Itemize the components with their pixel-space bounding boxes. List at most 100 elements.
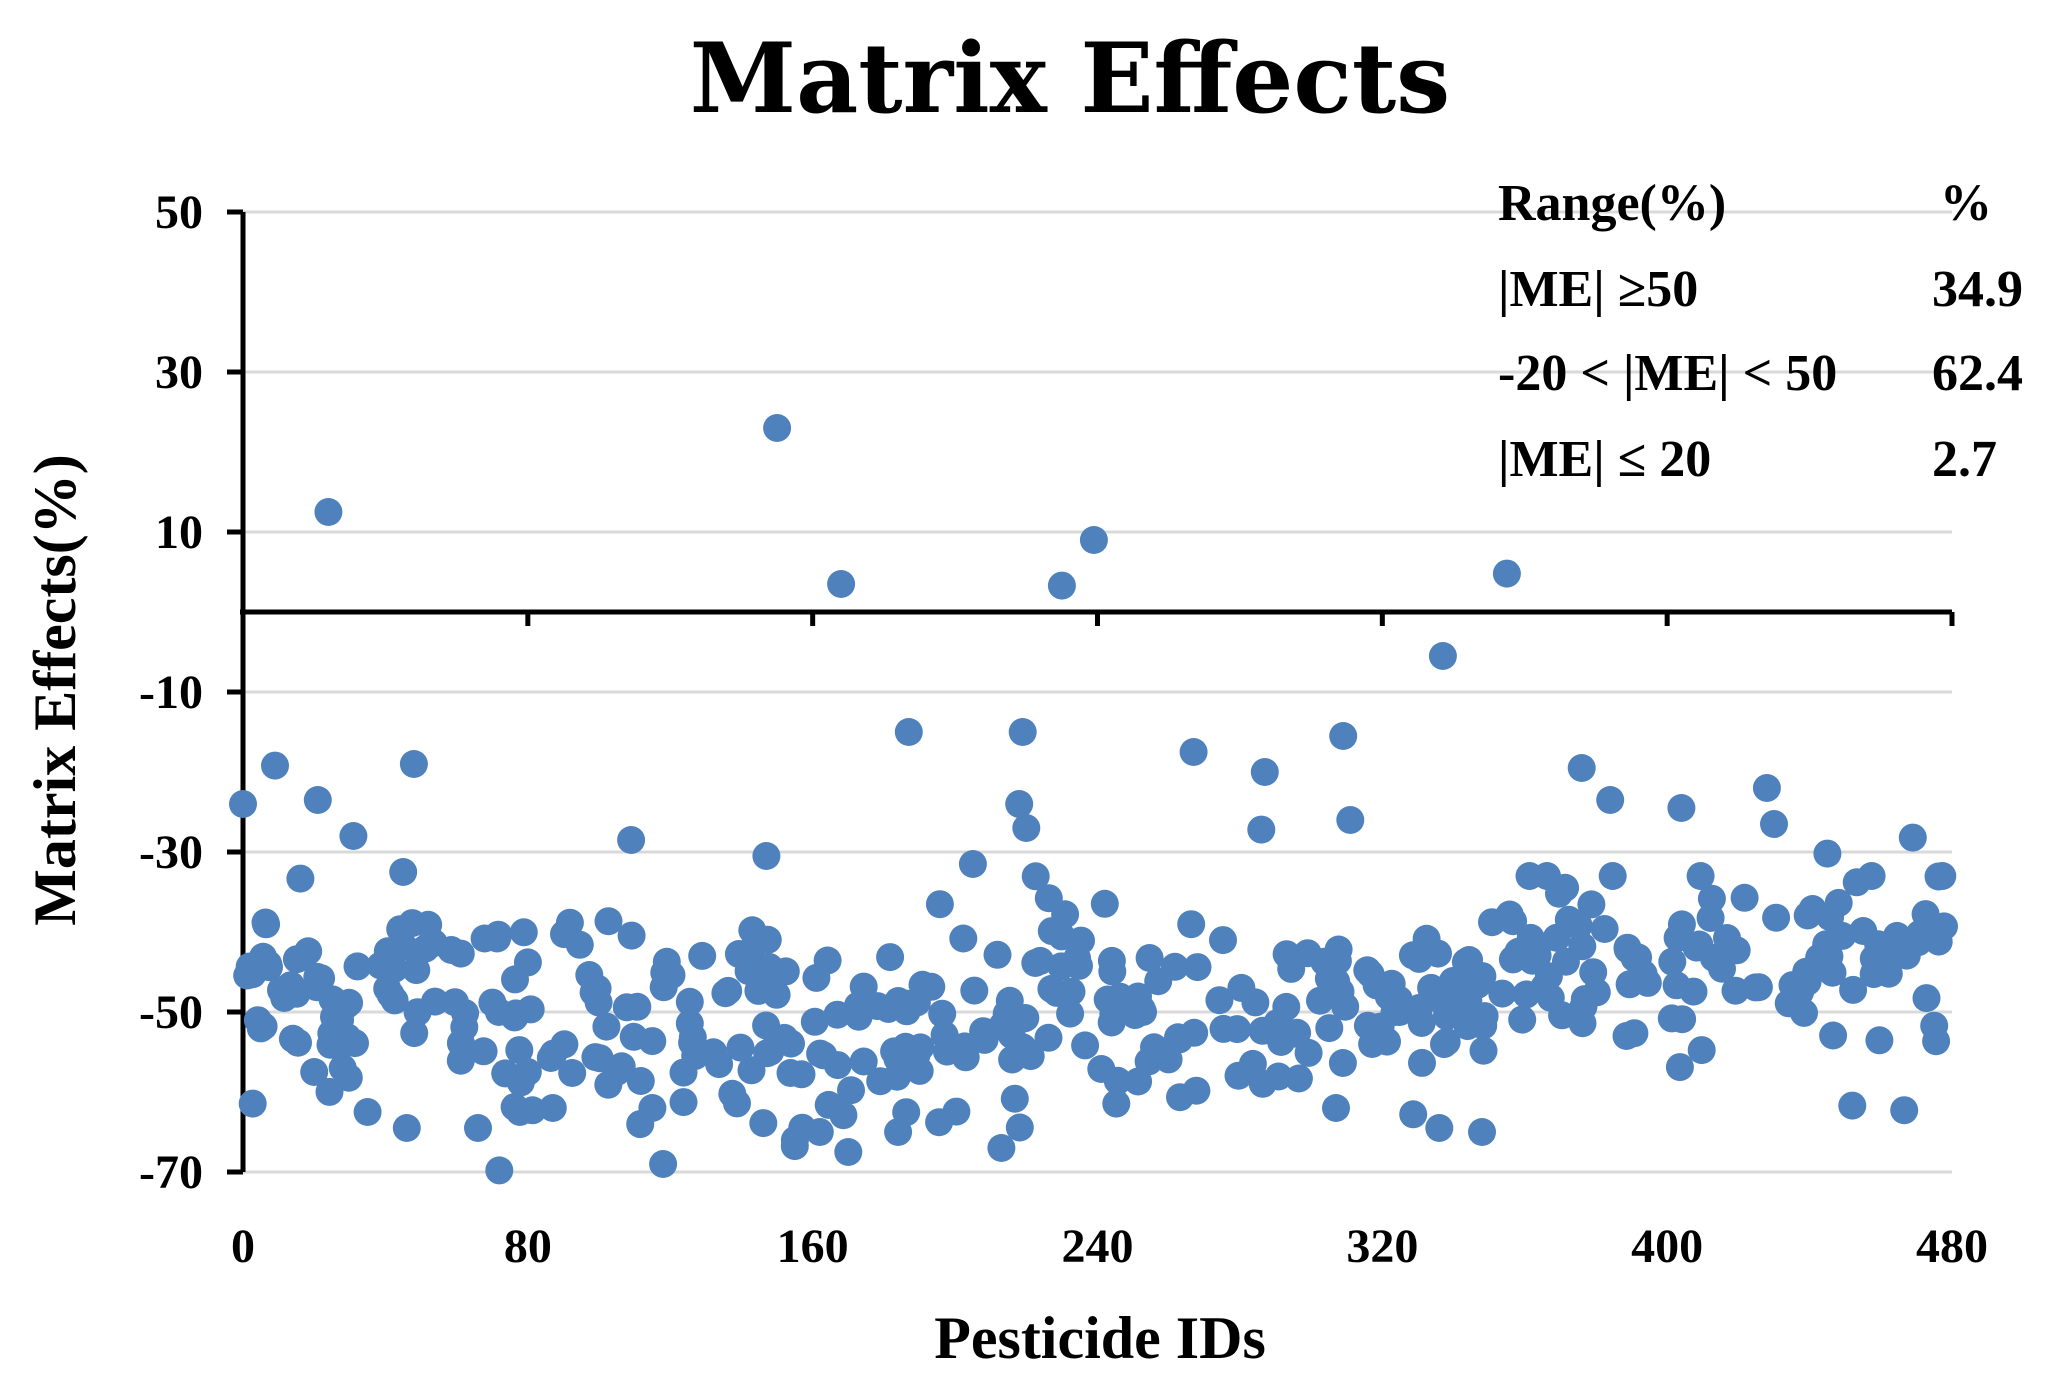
data-point [1741,973,1770,1002]
data-point [581,1043,610,1072]
data-point [317,1019,346,1048]
data-point [607,1052,636,1081]
x-tick-label: 320 [1346,1220,1418,1273]
data-points [229,414,1958,1185]
data-point [949,924,978,953]
data-point [1828,921,1857,950]
data-point [829,1101,858,1130]
data-point [1417,973,1446,1002]
data-point [314,498,343,526]
data-point [1665,1053,1694,1082]
data-point [1398,941,1427,970]
data-point [1000,1084,1029,1113]
data-point [1026,946,1055,975]
data-point [1708,954,1736,983]
data-point [1898,823,1927,852]
data-point [446,939,475,968]
data-point [1686,862,1715,890]
data-point [928,999,957,1028]
data-point [780,1132,809,1161]
data-point [1890,1096,1919,1125]
data-point [925,890,954,919]
data-point [485,1156,514,1185]
data-point [1012,814,1041,842]
data-point [1144,967,1173,996]
data-point [688,941,717,970]
data-point [469,1037,498,1066]
data-point [1567,754,1596,782]
data-point [1209,926,1237,955]
data-point [1590,915,1619,943]
data-point [334,1063,363,1092]
data-point [1842,868,1871,897]
data-point [1548,1001,1577,1030]
data-point [1154,1045,1183,1074]
x-tick-labels: 0 80 160 240 320 400 480 [231,1220,1988,1273]
data-point [894,718,923,746]
data-point [1124,1067,1153,1096]
data-point [1179,738,1208,766]
data-point [501,965,529,994]
data-point [1424,939,1452,968]
data-point [229,790,257,818]
data-point [669,1088,698,1117]
data-point [1518,946,1547,975]
data-point [1021,862,1050,891]
data-point [626,1067,655,1095]
data-point [987,1134,1016,1162]
data-point [1762,903,1791,932]
data-point [1224,1061,1253,1090]
data-point [1428,642,1457,670]
data-point [1042,978,1071,1007]
data-point [1047,571,1076,600]
data-point [1469,1036,1498,1065]
data-point [749,1109,778,1138]
data-point [969,1017,998,1046]
data-point [813,946,842,975]
data-point [1470,1002,1499,1031]
y-tick-label: -70 [139,1146,203,1199]
data-point [1838,1091,1867,1120]
y-tick-label: 50 [155,186,203,239]
data-point [906,1033,935,1062]
data-point [1924,862,1953,891]
data-point [652,947,681,976]
data-point [1579,958,1608,987]
data-point [353,1098,382,1126]
data-point [1760,810,1788,838]
data-point [1657,1004,1686,1033]
data-point [282,945,311,974]
data-point [617,921,646,950]
data-point [638,1027,667,1056]
data-point [849,1047,878,1076]
data-point [1124,982,1152,1011]
table-row-3-value: 2.7 [1932,431,1997,488]
data-point [669,1058,698,1087]
y-tick-label: -10 [139,666,203,719]
data-point [246,1014,275,1043]
data-point [1598,862,1627,890]
data-point [1102,1089,1131,1118]
data-point [1135,944,1164,972]
data-point [823,1000,852,1029]
data-point [800,1007,829,1036]
data-point [402,956,431,985]
data-point [1079,526,1108,554]
data-point [1272,992,1301,1021]
data-point [373,974,402,1003]
data-point [1512,980,1541,1009]
data-point [1839,975,1868,1004]
data-point [753,925,782,954]
data-point [270,984,299,1012]
data-point [392,1114,421,1142]
data-point [238,960,267,989]
y-tick-label: -50 [139,986,203,1039]
data-point [806,1039,835,1068]
table-row-2-value: 62.4 [1932,345,2023,402]
data-point [876,943,905,972]
data-point [558,1059,587,1087]
data-point [1432,1027,1461,1056]
data-point [1508,1005,1537,1034]
data-point [1596,786,1625,814]
data-point [238,1089,267,1118]
